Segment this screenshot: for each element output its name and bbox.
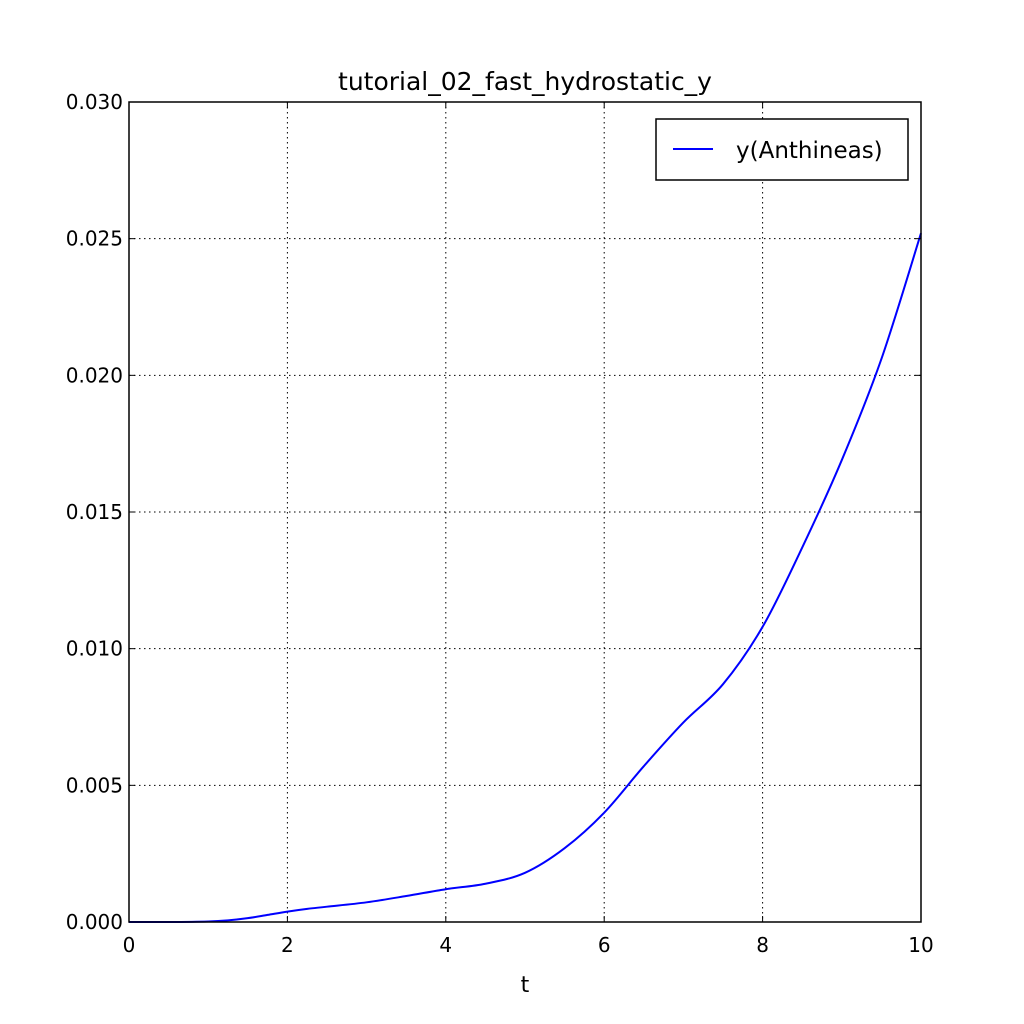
y-tick-label: 0.030 <box>66 90 123 114</box>
x-axis-label: t <box>521 973 530 998</box>
y-tick-label: 0.015 <box>66 500 123 524</box>
tick-labels: 0 2 4 6 8 10 0.000 0.005 0.010 0.015 0.020 0.025 0.0… <box>66 90 934 957</box>
y-tick-label: 0.020 <box>66 363 123 387</box>
series-line-y-anthineas <box>128 232 922 924</box>
axis-ticks <box>128 101 922 923</box>
x-tick-label: 4 <box>439 933 452 957</box>
y-tick-label: 0.000 <box>66 910 123 934</box>
legend-entry-label: y(Anthineas) <box>736 138 883 164</box>
grid <box>129 102 921 922</box>
x-tick-label: 6 <box>598 933 611 957</box>
x-tick-label: 8 <box>756 933 769 957</box>
x-tick-label: 2 <box>281 933 294 957</box>
legend: y(Anthineas) <box>655 118 909 181</box>
y-tick-label: 0.010 <box>66 637 123 661</box>
y-tick-label: 0.025 <box>66 227 123 251</box>
x-tick-label: 0 <box>123 933 136 957</box>
x-tick-label: 10 <box>908 933 933 957</box>
chart-title: tutorial_02_fast_hydrostatic_y <box>338 67 712 96</box>
y-tick-label: 0.005 <box>66 773 123 797</box>
